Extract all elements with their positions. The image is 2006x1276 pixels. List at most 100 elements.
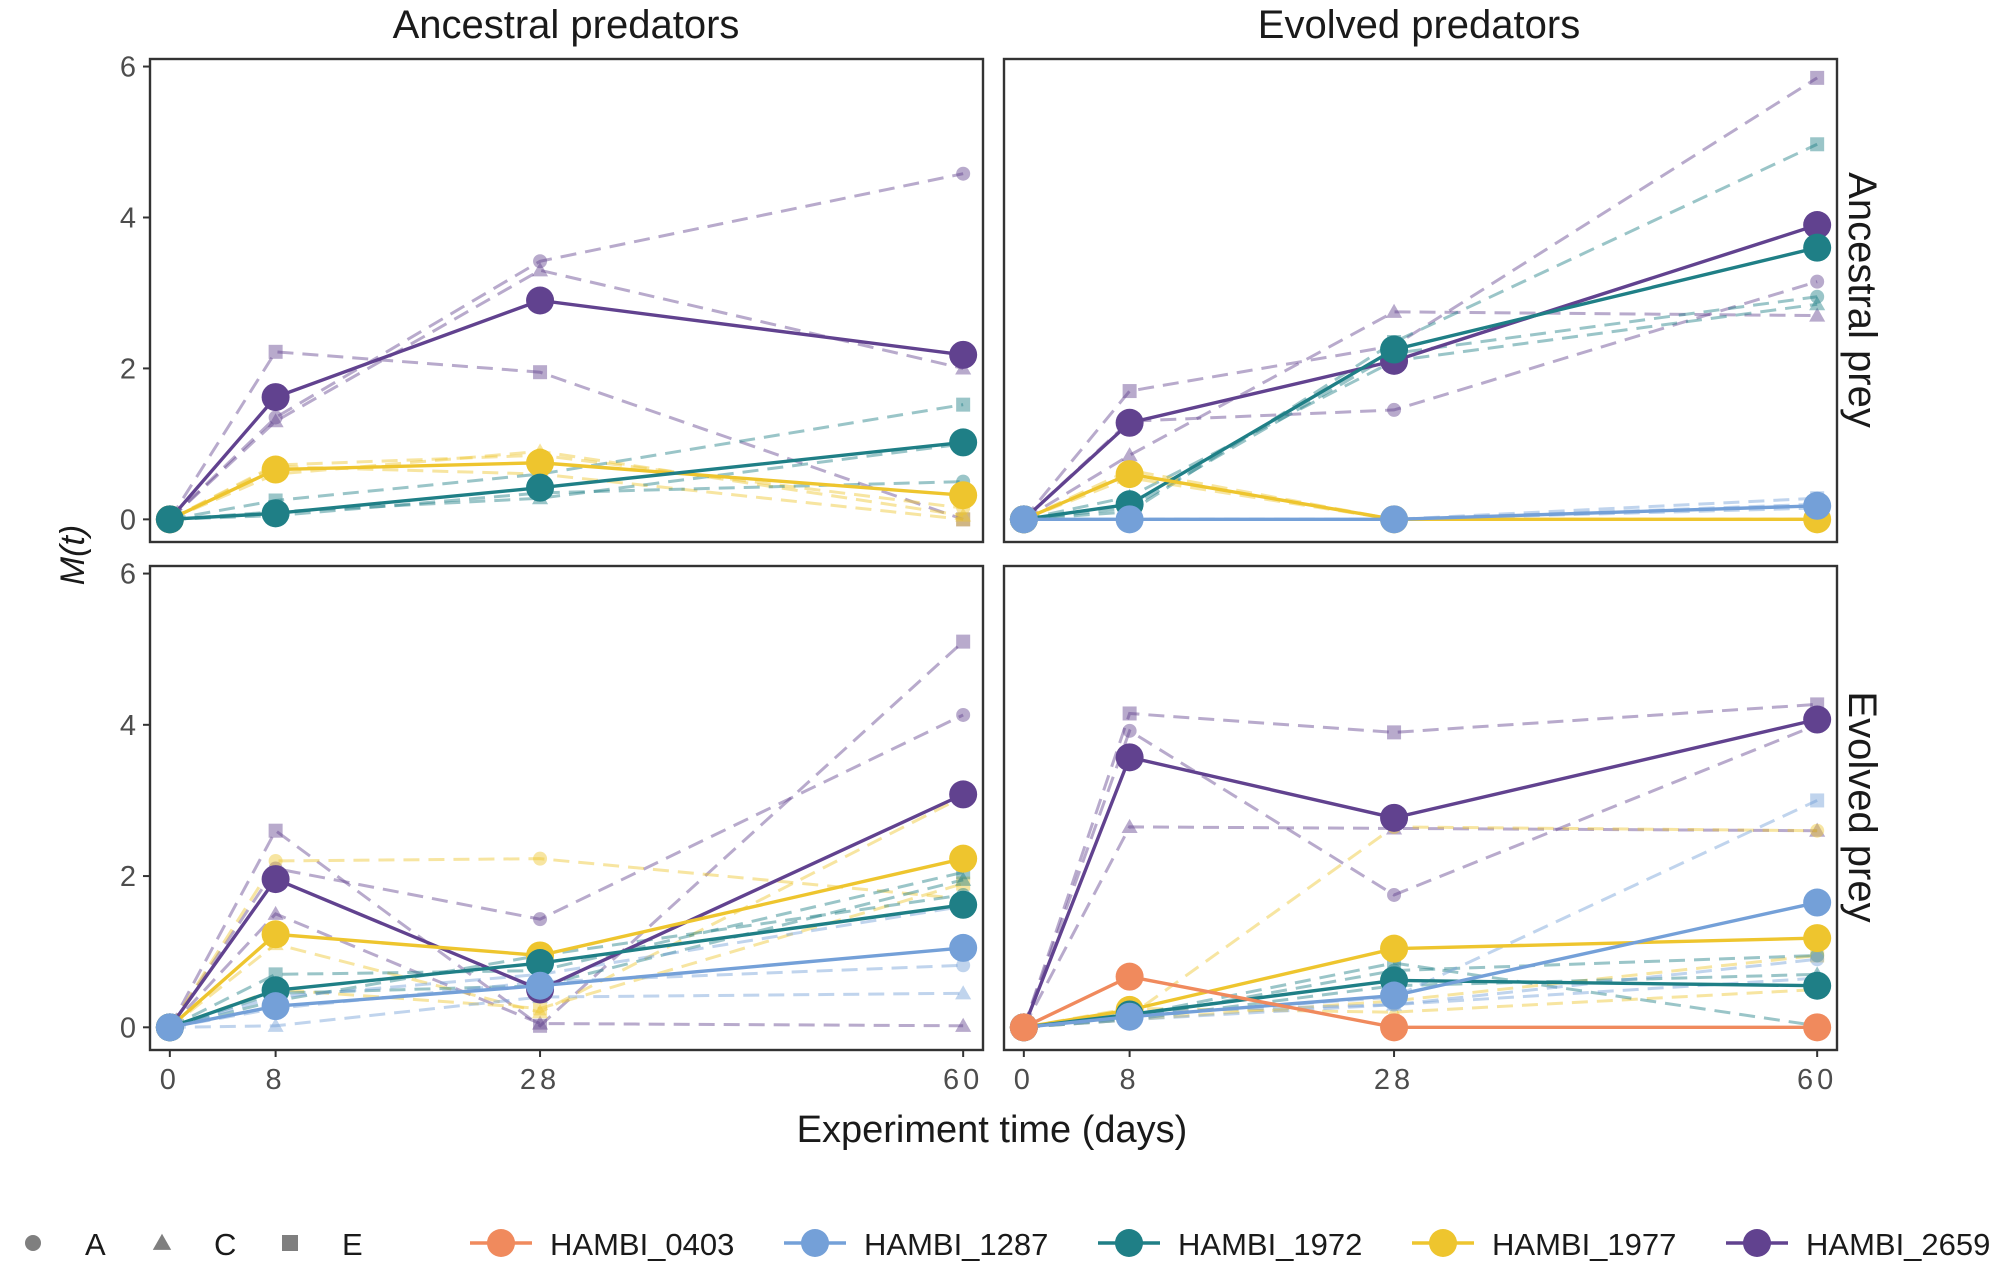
- mean-point: [1803, 233, 1832, 262]
- legend-point-icon: [1743, 1229, 1771, 1257]
- mean-point: [526, 448, 555, 477]
- mean-point: [949, 844, 978, 873]
- mean-point: [1115, 962, 1144, 991]
- legend-square-icon: [282, 1235, 298, 1251]
- replicate-point-C: [1386, 303, 1403, 318]
- replicate-line-A: [1022, 723, 1818, 1028]
- replicate-point-E: [1122, 384, 1137, 399]
- replicate-point-C: [1809, 296, 1826, 311]
- replicate-point-E: [956, 512, 971, 527]
- replicate-line-A: [169, 453, 964, 521]
- mean-point: [1115, 1002, 1144, 1031]
- replicate-point-C: [267, 413, 284, 428]
- y-tick-label: 4: [120, 202, 136, 234]
- mean-point: [155, 505, 184, 534]
- replicate-line-E: [168, 640, 965, 1029]
- panel-border: [148, 564, 985, 1052]
- panel-2: [1002, 57, 1839, 544]
- replicate-point-A: [533, 912, 548, 927]
- mean-line: [169, 440, 964, 522]
- legend-species-label: HAMBI_1977: [1492, 1227, 1676, 1262]
- legend-point-icon: [1115, 1229, 1143, 1257]
- replicate-point-E: [956, 876, 971, 891]
- replicate-point-A: [1387, 402, 1402, 417]
- replicate-point-C: [532, 1015, 549, 1030]
- replicate-line-C: [1022, 825, 1818, 1029]
- replicate-point-E: [1810, 137, 1825, 152]
- mean-point: [261, 383, 290, 412]
- mean-point: [1380, 505, 1409, 534]
- replicate-point-C: [955, 985, 972, 1000]
- replicate-line-A: [1022, 280, 1818, 521]
- mean-point: [949, 428, 978, 457]
- mean-line: [1023, 504, 1818, 522]
- x-tick-label: 28: [1374, 1064, 1414, 1096]
- replicate-point-E: [956, 634, 971, 649]
- panel-border: [148, 57, 985, 544]
- x-tick-label: 8: [266, 1064, 286, 1096]
- replicate-point-A: [1810, 948, 1825, 963]
- mean-line: [168, 792, 964, 1029]
- x-tick-label: 60: [943, 1064, 983, 1096]
- mean-point: [261, 920, 290, 949]
- y-tick-label: 6: [120, 559, 136, 591]
- mean-point: [261, 455, 290, 484]
- legend-point-icon: [1429, 1229, 1457, 1257]
- mean-point: [1803, 971, 1832, 1000]
- x-tick-label: 28: [520, 1064, 560, 1096]
- mean-point: [1380, 1013, 1409, 1042]
- mean-point: [1803, 211, 1832, 240]
- mean-line: [1023, 246, 1818, 522]
- replicate-line-C: [169, 449, 964, 521]
- mean-line: [1022, 717, 1818, 1028]
- mean-line: [169, 946, 964, 1029]
- column-strip-evolved-predators: Evolved predators: [1258, 3, 1580, 47]
- replicate-line-A: [168, 857, 964, 1029]
- mean-point: [261, 992, 290, 1021]
- replicate-point-C: [1121, 447, 1138, 462]
- mean-point: [1803, 888, 1832, 917]
- mean-point: [1803, 491, 1832, 520]
- y-axis-title: M(t): [54, 525, 92, 585]
- replicate-point-A: [1810, 289, 1825, 304]
- mean-point: [1803, 1013, 1832, 1042]
- replicate-point-E: [1810, 948, 1825, 963]
- legend-species-label: HAMBI_1972: [1178, 1227, 1362, 1262]
- legend-circle-icon: [25, 1235, 41, 1251]
- mean-point: [1009, 505, 1038, 534]
- replicate-point-A: [1810, 952, 1825, 967]
- replicate-line-A: [168, 713, 964, 1029]
- column-strip-ancestral-predators: Ancestral predators: [393, 3, 740, 47]
- replicate-point-A: [533, 254, 548, 269]
- x-tick-label: 60: [1797, 1064, 1837, 1096]
- replicate-point-A: [956, 166, 971, 181]
- mean-point: [1115, 505, 1144, 534]
- mean-line: [169, 461, 964, 521]
- mean-point: [949, 481, 978, 510]
- replicate-point-A: [956, 707, 971, 722]
- replicate-point-C: [532, 1004, 549, 1019]
- replicate-point-A: [1122, 723, 1137, 738]
- replicate-line-A: [169, 893, 964, 1029]
- replicate-point-E: [533, 1018, 548, 1033]
- mean-line: [168, 298, 964, 521]
- mean-line: [168, 857, 964, 1029]
- panel-border: [1002, 57, 1839, 544]
- x-tick-label: 0: [1014, 1064, 1034, 1096]
- replicate-point-C: [955, 871, 972, 886]
- mean-point: [1380, 934, 1409, 963]
- mean-point: [526, 473, 555, 502]
- replicate-point-E: [268, 344, 283, 359]
- mean-point: [1380, 981, 1409, 1010]
- mean-point: [261, 865, 290, 894]
- replicate-point-C: [955, 1017, 972, 1032]
- y-tick-label: 4: [120, 710, 136, 742]
- x-axis-title: Experiment time (days): [797, 1109, 1188, 1151]
- replicate-line-E: [169, 870, 964, 1029]
- mean-line: [1023, 974, 1818, 1030]
- y-tick-label: 6: [120, 52, 136, 84]
- replicate-point-A: [268, 410, 283, 425]
